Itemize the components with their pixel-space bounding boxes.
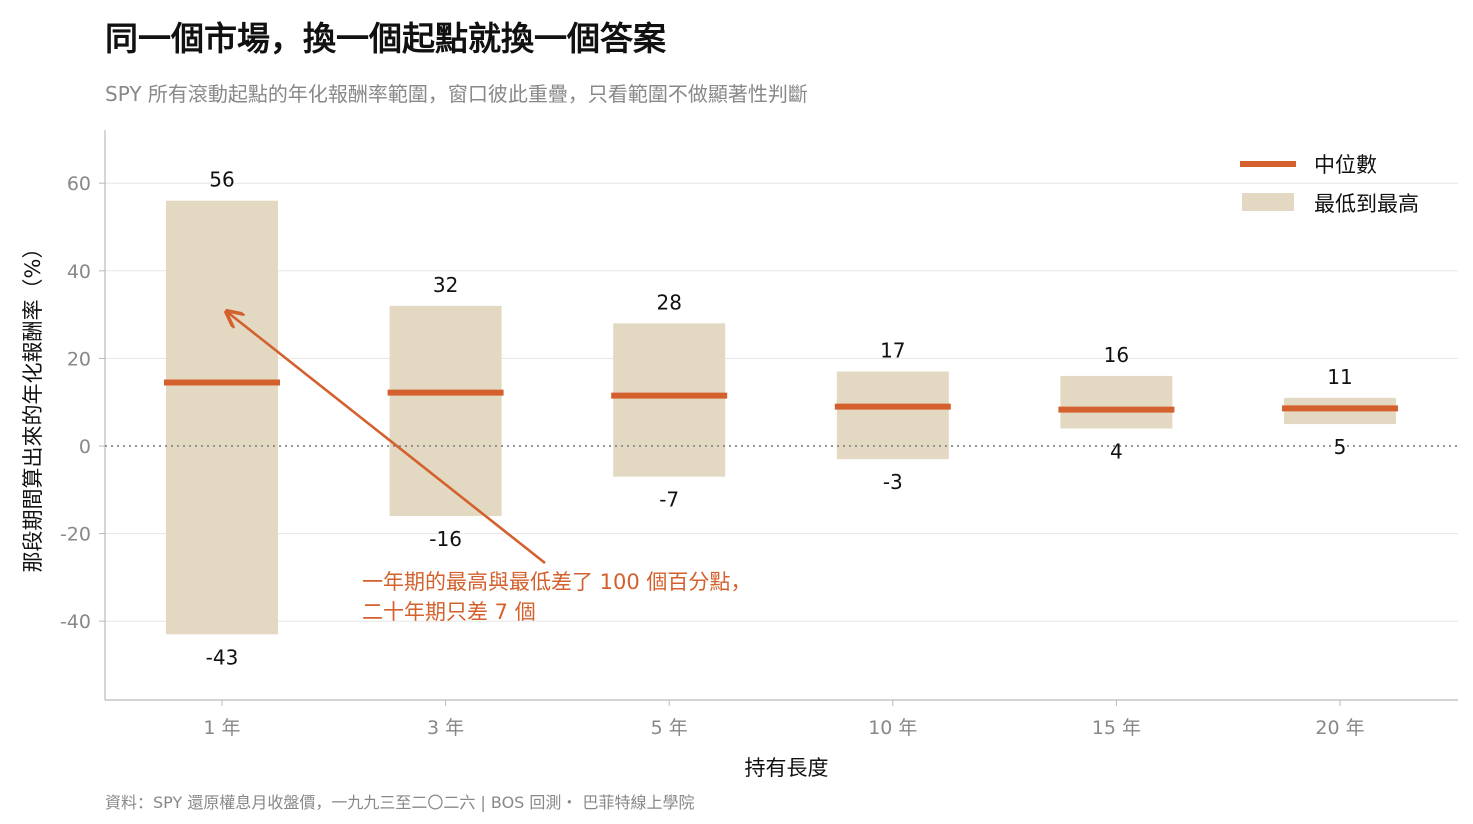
range-bar bbox=[1060, 375, 1173, 429]
low-value-label: -16 bbox=[429, 527, 462, 551]
range-bar bbox=[389, 305, 502, 517]
low-value-label: 4 bbox=[1110, 439, 1123, 463]
source-note: 資料：SPY 還原權息月收盤價，一九九三至二〇二六 | BOS 回測・ 巴菲特線… bbox=[105, 793, 695, 812]
high-value-label: 28 bbox=[656, 290, 681, 314]
x-tick-label: 5 年 bbox=[651, 717, 688, 739]
high-value-label: 11 bbox=[1327, 365, 1352, 389]
high-value-label: 17 bbox=[880, 339, 905, 363]
legend-range-label: 最低到最高 bbox=[1314, 192, 1419, 216]
y-tick-label: -40 bbox=[60, 611, 91, 633]
y-tick-label: 40 bbox=[67, 261, 91, 283]
y-tick-label: 20 bbox=[67, 348, 91, 370]
range-bar bbox=[613, 323, 726, 477]
x-tick-label: 10 年 bbox=[868, 717, 917, 739]
annotation-text: 一年期的最高與最低差了 100 個百分點， bbox=[362, 570, 751, 594]
y-tick-label: -20 bbox=[60, 524, 91, 546]
x-tick-label: 1 年 bbox=[203, 717, 240, 739]
y-tick-label: 60 bbox=[67, 173, 91, 195]
chart-title: 同一個市場，換一個起點就換一個答案 bbox=[105, 19, 666, 58]
annotation-arrow bbox=[228, 313, 546, 565]
range-bar bbox=[166, 200, 278, 635]
x-axis-title: 持有長度 bbox=[745, 756, 829, 780]
high-value-label: 32 bbox=[433, 273, 458, 297]
low-value-label: -7 bbox=[659, 488, 679, 512]
annotation-text: 二十年期只差 7 個 bbox=[362, 600, 536, 624]
low-value-label: -43 bbox=[206, 645, 239, 669]
x-tick-label: 20 年 bbox=[1315, 717, 1364, 739]
low-value-label: -3 bbox=[883, 470, 903, 494]
x-tick-label: 15 年 bbox=[1092, 717, 1141, 739]
legend-range-swatch bbox=[1242, 193, 1294, 211]
low-value-label: 5 bbox=[1334, 435, 1347, 459]
y-axis-title: 那段期間算出來的年化報酬率（%） bbox=[21, 238, 45, 573]
range-bar bbox=[836, 371, 949, 460]
y-tick-label: 0 bbox=[79, 436, 91, 458]
high-value-label: 56 bbox=[209, 168, 234, 192]
high-value-label: 16 bbox=[1104, 343, 1129, 367]
chart-subtitle: SPY 所有滾動起點的年化報酬率範圍，窗口彼此重疊，只看範圍不做顯著性判斷 bbox=[105, 82, 808, 106]
legend-median-label: 中位數 bbox=[1314, 153, 1377, 177]
x-tick-label: 3 年 bbox=[427, 717, 464, 739]
